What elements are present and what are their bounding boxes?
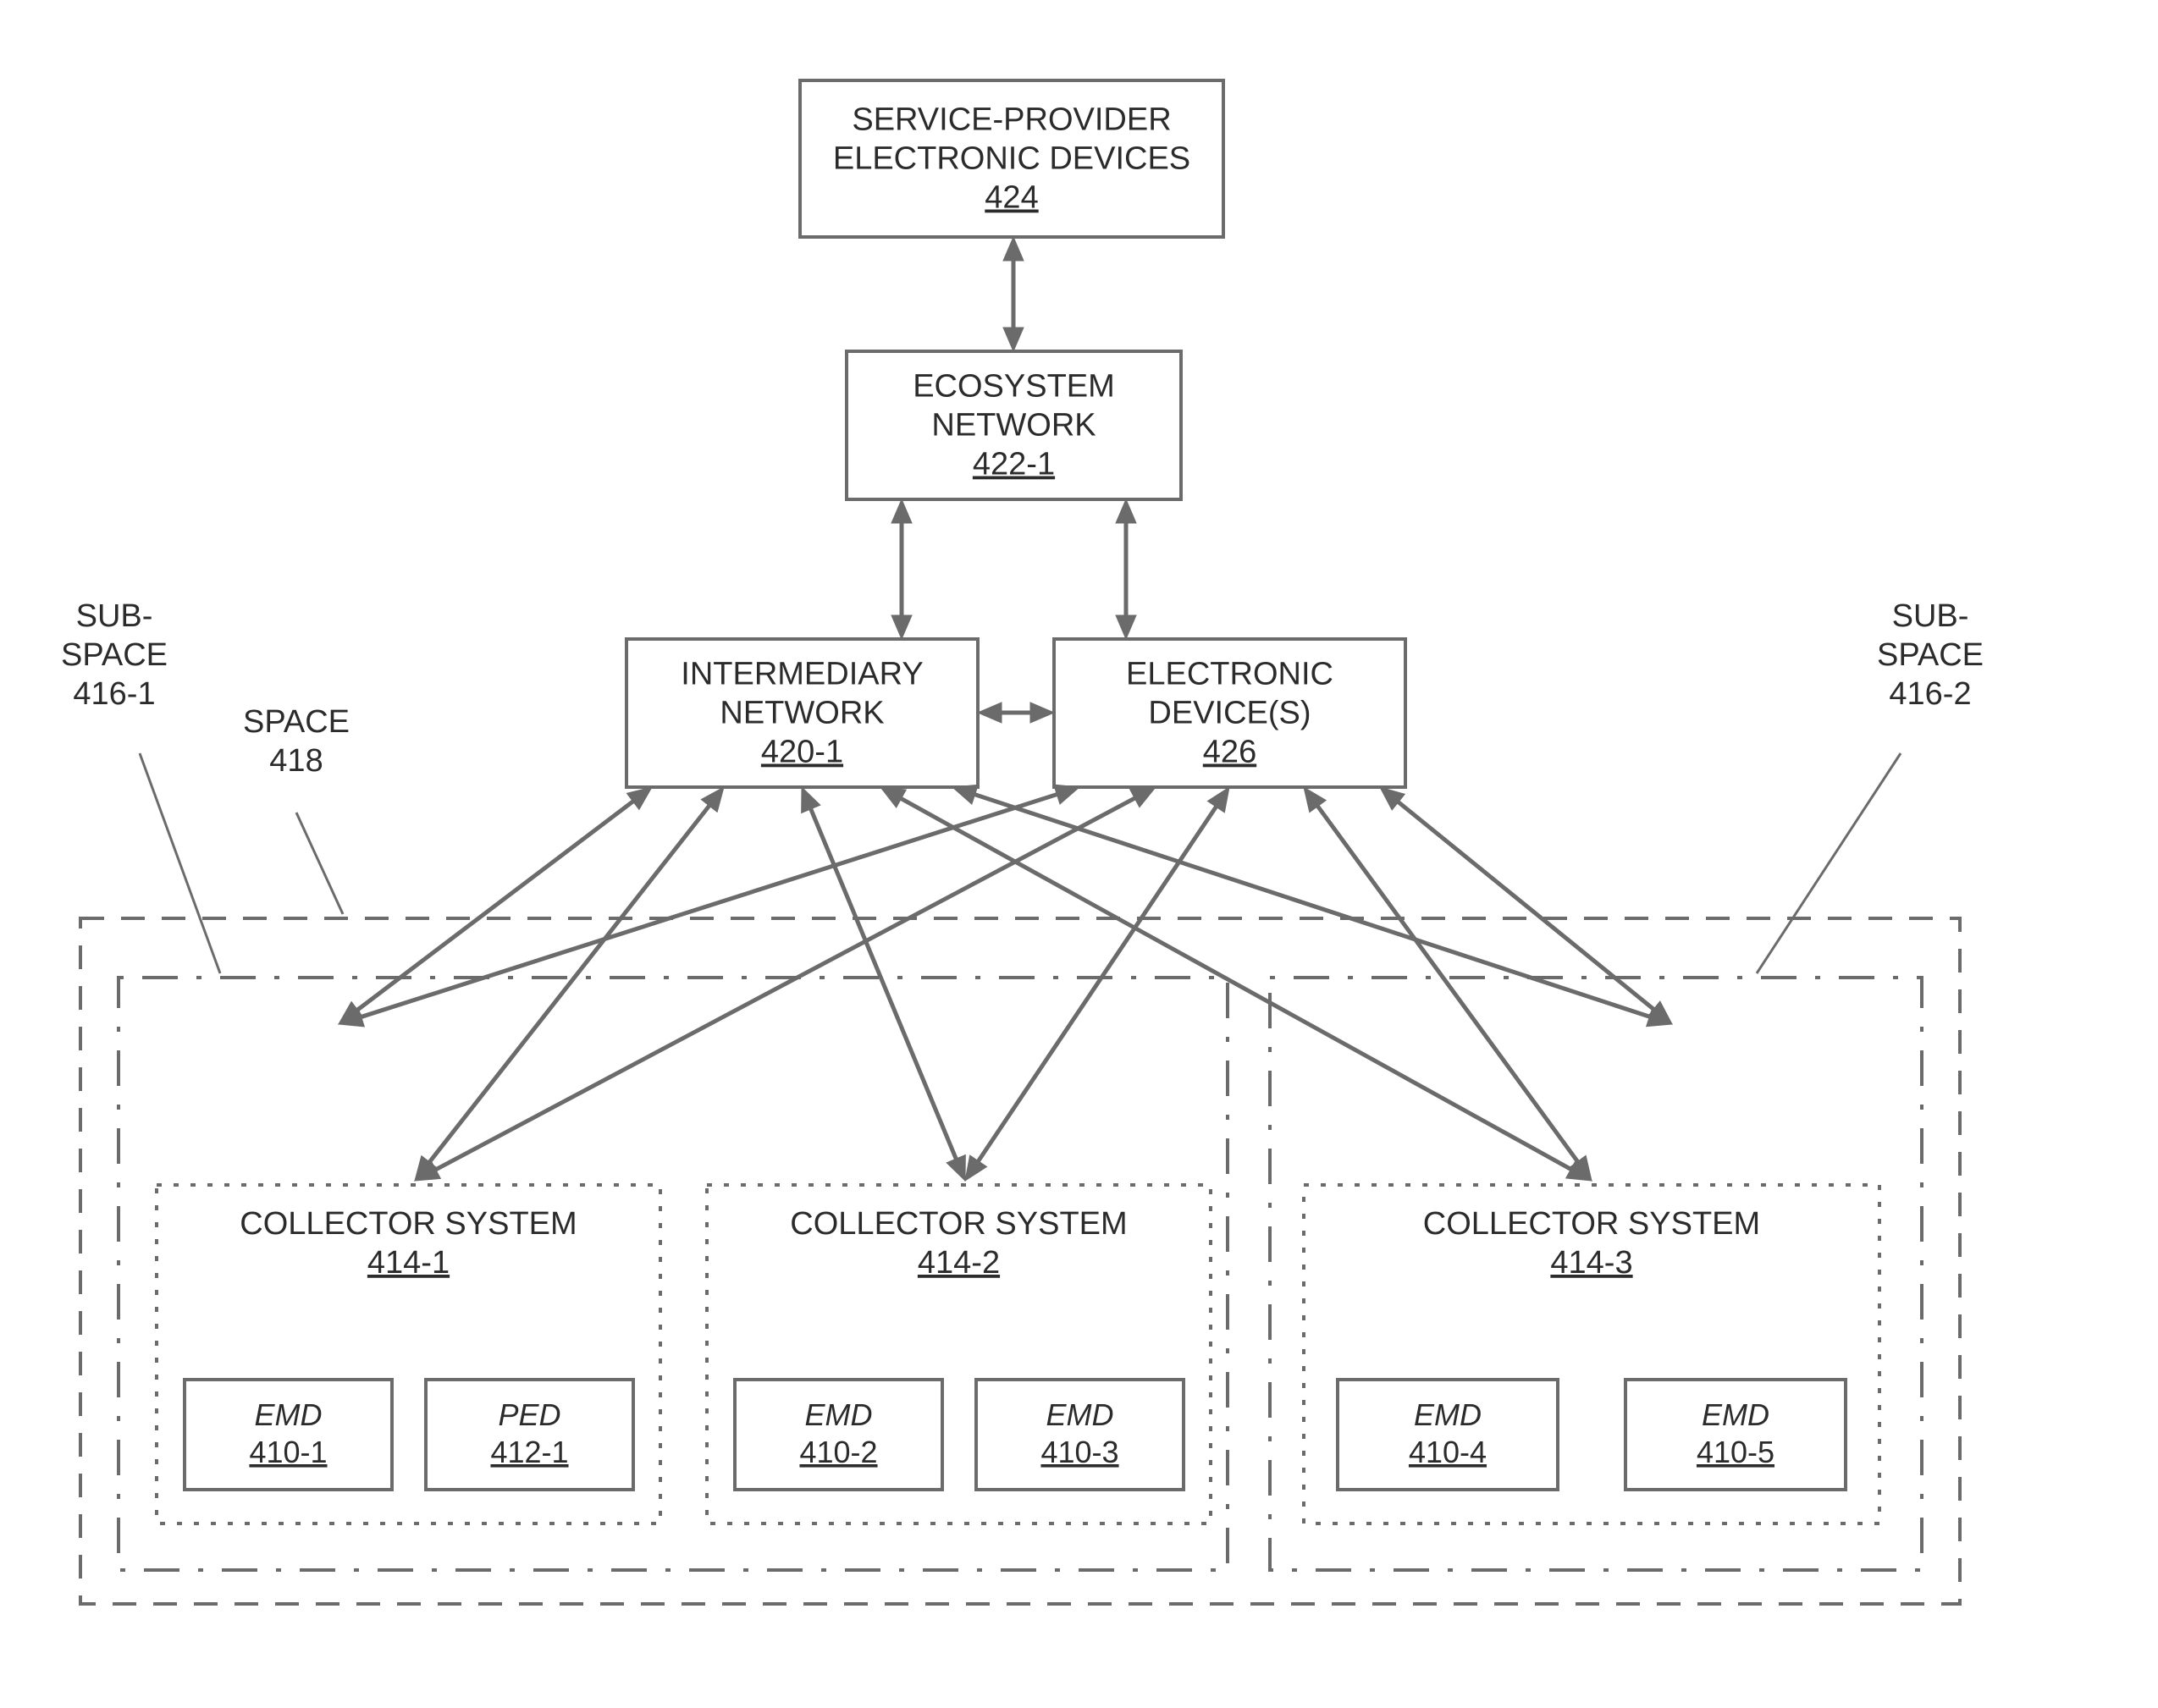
emd-410-5-ref: 410-5 (1697, 1435, 1774, 1469)
emd-410-2-label: EMD (805, 1397, 873, 1432)
fan-electronic_devices-1 (427, 793, 1145, 1175)
arrow-head (1030, 702, 1054, 723)
arrow-head (1130, 787, 1156, 807)
ecosystem-network-box-ref: 422-1 (973, 447, 1055, 482)
callout-subspace-1-text: SPACE (61, 637, 168, 673)
emd-410-1-ref: 410-1 (249, 1435, 327, 1469)
fan-intermediary-0 (349, 795, 641, 1016)
arrow-head (1207, 787, 1229, 813)
fan-electronic_devices-3 (1311, 797, 1584, 1170)
arrow-head (1304, 787, 1326, 813)
ecosystem-network-box-label: ECOSYSTEM (913, 369, 1115, 405)
collector-2-label: COLLECTOR SYSTEM (790, 1206, 1127, 1242)
callout-space-leader (296, 813, 343, 914)
collector-3-label: COLLECTOR SYSTEM (1423, 1206, 1760, 1242)
fan-intermediary-4 (965, 791, 1660, 1020)
arrow-head (1003, 237, 1024, 261)
arrow-head (1054, 785, 1079, 804)
arrow-head (891, 615, 912, 639)
callout-subspace-2-leader (1757, 753, 1901, 973)
callout-subspace-2-text: SPACE (1877, 637, 1984, 673)
collector-3-ref: 414-3 (1550, 1245, 1632, 1281)
ecosystem-network-box-label: NETWORK (931, 408, 1096, 444)
emd-410-1-label: EMD (255, 1397, 323, 1432)
callout-space-text: 418 (269, 743, 323, 779)
service-provider-box-label: SERVICE-PROVIDER (852, 102, 1171, 138)
callout-subspace-1-text: 416-1 (73, 676, 155, 712)
arrow-head (880, 787, 906, 807)
emd-410-2-ref: 410-2 (799, 1435, 877, 1469)
callout-subspace-2-text: SUB- (1892, 598, 1969, 634)
ped-412-1-label: PED (498, 1397, 560, 1432)
emd-410-5-label: EMD (1702, 1397, 1769, 1432)
callout-subspace-1-text: SUB- (76, 598, 153, 634)
electronic-devices-box-ref: 426 (1203, 735, 1256, 770)
fan-intermediary-2 (807, 799, 960, 1169)
arrow-head (802, 787, 820, 813)
subspace-416-1-box (119, 978, 1228, 1570)
callout-subspace-2-text: 416-2 (1889, 676, 1971, 712)
fan-electronic_devices-0 (351, 791, 1068, 1021)
electronic-devices-box-label: ELECTRONIC (1126, 657, 1333, 692)
arrow-head (978, 702, 1002, 723)
emd-410-4-label: EMD (1414, 1397, 1482, 1432)
callout-space-text: SPACE (243, 704, 350, 740)
arrow-head (952, 785, 978, 804)
ped-412-1-ref: 412-1 (490, 1435, 568, 1469)
arrow-head (1003, 328, 1024, 351)
fan-electronic_devices-4 (1390, 796, 1662, 1017)
collector-1-label: COLLECTOR SYSTEM (240, 1206, 577, 1242)
arrow-head (626, 787, 652, 809)
intermediary-network-box-ref: 420-1 (761, 735, 843, 770)
arrow-head (965, 1155, 987, 1181)
fan-intermediary-3 (891, 793, 1580, 1174)
emd-410-3-ref: 410-3 (1040, 1435, 1118, 1469)
callout-subspace-1-leader (140, 753, 220, 973)
service-provider-box-ref: 424 (985, 180, 1038, 216)
arrow-head (1116, 499, 1136, 523)
collector-1-ref: 414-1 (367, 1245, 450, 1281)
intermediary-network-box-label: NETWORK (720, 696, 884, 731)
arrow-head (1116, 615, 1136, 639)
service-provider-box-label: ELECTRONIC DEVICES (833, 141, 1190, 177)
emd-410-4-ref: 410-4 (1409, 1435, 1487, 1469)
collector-2-ref: 414-2 (918, 1245, 1000, 1281)
intermediary-network-box-label: INTERMEDIARY (681, 657, 923, 692)
emd-410-3-label: EMD (1046, 1397, 1114, 1432)
electronic-devices-box-label: DEVICE(S) (1148, 696, 1311, 731)
arrow-head (891, 499, 912, 523)
arrow-head (947, 1155, 965, 1181)
fan-electronic_devices-2 (973, 798, 1222, 1170)
